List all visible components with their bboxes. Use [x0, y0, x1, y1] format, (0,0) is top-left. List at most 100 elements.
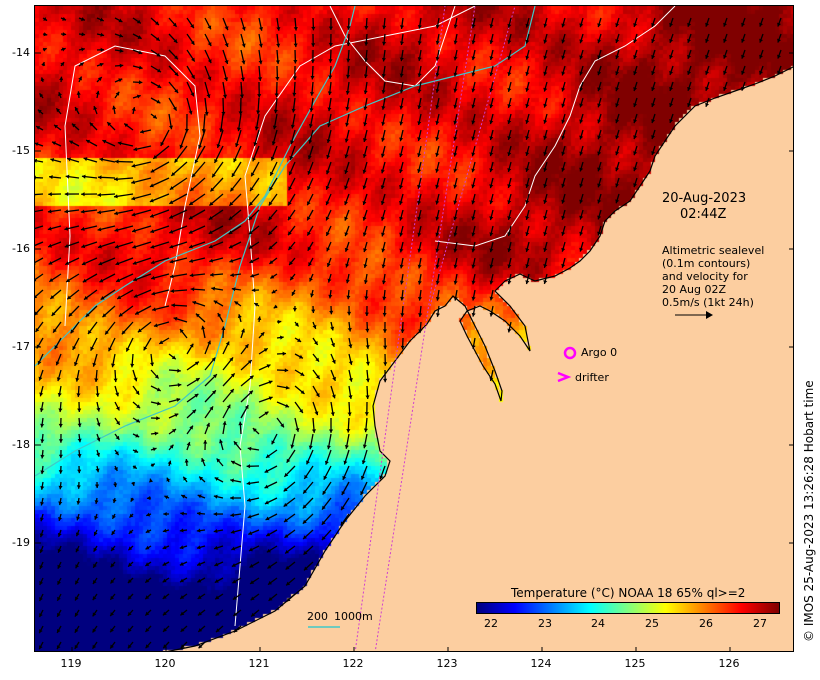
velocity-arrowhead: [329, 429, 333, 432]
velocity-arrowhead: [327, 139, 331, 143]
velocity-arrowhead: [366, 362, 370, 366]
velocity-arrowhead: [185, 459, 189, 463]
lat-tick-label: -18: [0, 438, 30, 451]
velocity-arrowhead: [328, 91, 332, 95]
velocity-arrowhead: [400, 297, 404, 301]
velocity-arrowhead: [471, 200, 475, 204]
velocity-arrowhead: [285, 368, 289, 372]
velocity-arrowhead: [48, 192, 51, 196]
velocity-arrowhead: [347, 26, 351, 30]
velocity-arrowhead: [95, 485, 99, 488]
velocity-arrowhead: [308, 140, 312, 144]
velocity-arrowhead: [399, 217, 403, 221]
velocity-arrowhead: [58, 408, 62, 412]
velocity-arrowhead: [417, 153, 421, 157]
velocity-arrowhead: [59, 455, 63, 458]
lon-tick-label: 125: [625, 657, 646, 670]
velocity-arrowhead: [489, 200, 493, 204]
lon-tick-label: 124: [531, 657, 552, 670]
lon-tick-label: 123: [437, 657, 458, 670]
velocity-arrowhead: [65, 192, 68, 196]
argo-legend-label: Argo 0: [581, 346, 617, 359]
velocity-arrowhead: [401, 329, 405, 333]
velocity-arrowhead: [131, 180, 135, 184]
velocity-arrowhead: [96, 393, 100, 397]
sealevel-legend-line: 20 Aug 02Z: [662, 283, 726, 296]
lat-tick-label: -14: [0, 46, 30, 59]
velocity-arrowhead: [49, 175, 53, 179]
velocity-arrowhead: [311, 43, 315, 46]
lon-tick-label: 119: [61, 657, 82, 670]
velocity-arrowhead: [366, 345, 370, 349]
drifter-marker-icon: [558, 373, 568, 381]
velocity-arrowhead: [507, 104, 511, 108]
lon-tick-label: 122: [343, 657, 364, 670]
velocity-arrowhead: [240, 95, 244, 99]
velocity-arrowhead: [507, 56, 511, 60]
velocity-arrowhead: [507, 88, 511, 92]
velocity-field: [35, 17, 781, 649]
velocity-arrowhead: [278, 320, 282, 324]
image-date: 20-Aug-2023: [662, 191, 746, 206]
velocity-arrowhead: [382, 26, 386, 30]
velocity-arrowhead: [180, 512, 184, 516]
velocity-arrowhead: [383, 346, 387, 349]
velocity-arrowhead: [115, 228, 119, 232]
velocity-arrowhead: [346, 75, 350, 79]
velocity-arrow: [35, 274, 43, 281]
map-overlay: [35, 6, 794, 652]
velocity-arrowhead: [293, 308, 297, 312]
lat-tick-label: -16: [0, 242, 30, 255]
velocity-arrowhead: [197, 512, 201, 516]
velocity-arrowhead: [156, 416, 159, 420]
velocity-arrowhead: [238, 422, 242, 426]
velocity-arrowhead: [381, 154, 385, 158]
colorbar-title: Temperature (°C) NOAA 18 65% ql>=2: [511, 586, 745, 600]
lon-tick-label: 126: [719, 657, 740, 670]
map-area[interactable]: [34, 5, 794, 652]
velocity-arrowhead: [435, 185, 439, 189]
velocity-arrowhead: [209, 259, 213, 263]
velocity-arrowhead: [170, 289, 174, 293]
velocity-arrowhead: [276, 60, 280, 64]
sealevel-contour: [435, 6, 675, 246]
velocity-arrowhead: [471, 184, 475, 188]
velocity-arrowhead: [365, 329, 369, 333]
velocity-arrowhead: [489, 216, 493, 220]
velocity-arrow: [35, 177, 43, 178]
velocity-arrowhead: [365, 313, 369, 316]
velocity-arrowhead: [310, 76, 314, 80]
velocity-arrowhead: [256, 110, 260, 114]
velocity-arrowhead: [366, 379, 370, 383]
velocity-arrow: [35, 258, 43, 264]
velocity-arrowhead: [399, 233, 403, 237]
velocity-arrowhead: [77, 91, 81, 95]
velocity-arrowhead: [59, 486, 63, 490]
velocity-arrowhead: [97, 193, 101, 197]
velocity-arrowhead: [453, 169, 457, 173]
velocity-arrowhead: [525, 280, 529, 284]
velocity-arrowhead: [35, 176, 36, 180]
velocity-arrowhead: [163, 512, 166, 516]
velocity-arrowhead: [399, 153, 403, 157]
velocity-arrowhead: [346, 429, 350, 433]
temperature-colorbar: [476, 602, 780, 614]
lat-tick-label: -15: [0, 144, 30, 157]
velocity-arrowhead: [130, 364, 134, 368]
velocity-arrowhead: [382, 42, 386, 46]
velocity-arrowhead: [507, 120, 511, 124]
velocity-arrowhead: [40, 455, 44, 459]
image-time: 02:44Z: [680, 207, 726, 222]
velocity-arrowhead: [346, 296, 350, 300]
velocity-arrowhead: [507, 216, 511, 220]
velocity-arrowhead: [507, 248, 511, 252]
velocity-arrowhead: [76, 393, 80, 397]
velocity-arrowhead: [489, 168, 493, 172]
velocity-arrowhead: [247, 464, 250, 468]
velocity-arrowhead: [139, 66, 143, 70]
velocity-arrowhead: [276, 44, 280, 48]
sealevel-legend-line: 0.5m/s (1kt 24h): [662, 296, 754, 309]
satellite-track: [375, 6, 475, 652]
velocity-arrowhead: [77, 408, 81, 411]
velocity-arrowhead: [115, 159, 118, 163]
